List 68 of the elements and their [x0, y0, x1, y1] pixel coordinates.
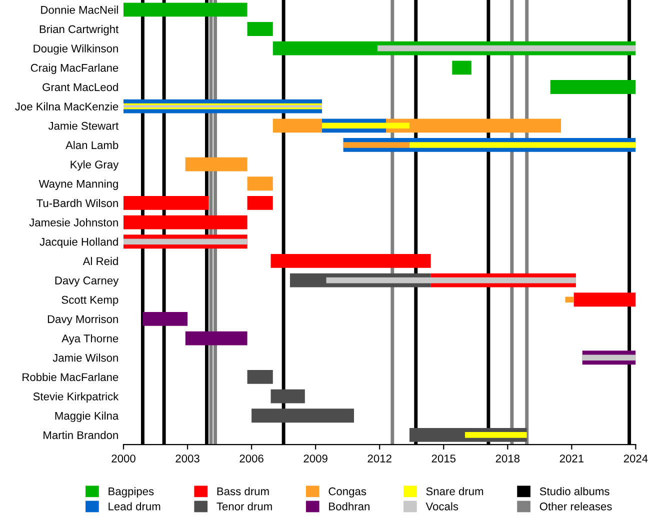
bar: [272, 118, 322, 133]
x-tick-label: 2009: [304, 454, 328, 462]
legend-label: Bodhran: [329, 502, 370, 510]
x-tick-label: 2024: [624, 454, 648, 462]
bar: [247, 22, 273, 36]
bar: [409, 142, 636, 148]
y-tick-label: Stevie Kirkpatrick: [33, 392, 119, 403]
bar: [377, 45, 636, 52]
x-tick-label: 2006: [240, 454, 264, 462]
y-tick-label: Robbie MacFarlane: [22, 372, 118, 382]
bar: [322, 122, 410, 129]
bar: [464, 432, 527, 438]
bar: [185, 157, 248, 172]
bar: [574, 292, 636, 307]
legend-label: Tenor drum: [216, 502, 272, 510]
legend-label: Vocals: [426, 502, 458, 510]
bar: [326, 277, 576, 284]
y-tick-label: Wayne Manning: [38, 180, 118, 190]
y-tick-label: Tu-Bardh Wilson: [36, 198, 118, 208]
x-tick-label: 2012: [368, 454, 392, 462]
bar: [343, 142, 410, 148]
y-tick-label: Kyle Gray: [70, 160, 119, 171]
y-tick-label: Martin Brandon: [44, 430, 118, 440]
legend-label: Studio albums: [540, 487, 610, 496]
bar: [247, 370, 273, 384]
bar: [252, 408, 354, 423]
legend-label: Congas: [328, 487, 366, 498]
y-tick-label: Donnie MacNeil: [41, 6, 118, 14]
bar: [185, 331, 248, 346]
y-tick-label: Jamie Stewart: [48, 122, 119, 130]
legend-label: Lead drum: [108, 502, 160, 510]
bar: [247, 176, 273, 191]
bar: [124, 238, 248, 245]
x-tick-label: 2000: [112, 454, 136, 462]
bar: [550, 80, 636, 94]
y-tick-label: Alan Lamb: [66, 140, 118, 150]
y-tick-label: Jamie Wilson: [52, 354, 118, 362]
x-tick-label: 2015: [432, 454, 456, 462]
y-tick-label: Scott Kemp: [62, 296, 118, 306]
y-tick-label: Craig MacFarlane: [30, 64, 118, 74]
bar: [386, 118, 562, 133]
bar: [452, 60, 472, 75]
bar: [247, 196, 273, 210]
bar: [124, 215, 248, 230]
y-tick-label: Joe Kilna MacKenzie: [15, 102, 118, 110]
x-tick-label: 2018: [496, 454, 520, 462]
y-tick-label: Aya Thorne: [62, 334, 118, 345]
y-tick-label: Al Reid: [82, 256, 118, 266]
bar: [582, 354, 636, 361]
legend-label: Snare drum: [426, 487, 484, 496]
y-tick-label: Maggie Kilna: [55, 412, 119, 422]
legend-label: Bagpipes: [108, 487, 154, 498]
y-tick-label: Brian Cartwright: [40, 24, 119, 36]
y-tick-label: Jacquie Holland: [40, 238, 118, 248]
x-tick-label: 2003: [176, 454, 200, 462]
y-tick-label: Davy Morrison: [48, 314, 118, 326]
y-tick-label: Davy Carney: [55, 276, 119, 287]
bar: [270, 254, 431, 268]
y-tick-label: Grant MacLeod: [42, 82, 118, 92]
x-tick-label: 2021: [560, 454, 584, 462]
bar: [270, 389, 305, 404]
bar: [124, 2, 248, 17]
bar: [142, 312, 188, 326]
y-tick-label: Dougie Wilkinson: [34, 44, 118, 55]
y-tick-label: Jamesie Johnston: [29, 218, 118, 226]
legend-label: Bass drum: [217, 487, 269, 496]
legend-label: Other releases: [540, 502, 612, 510]
bar: [124, 196, 209, 210]
